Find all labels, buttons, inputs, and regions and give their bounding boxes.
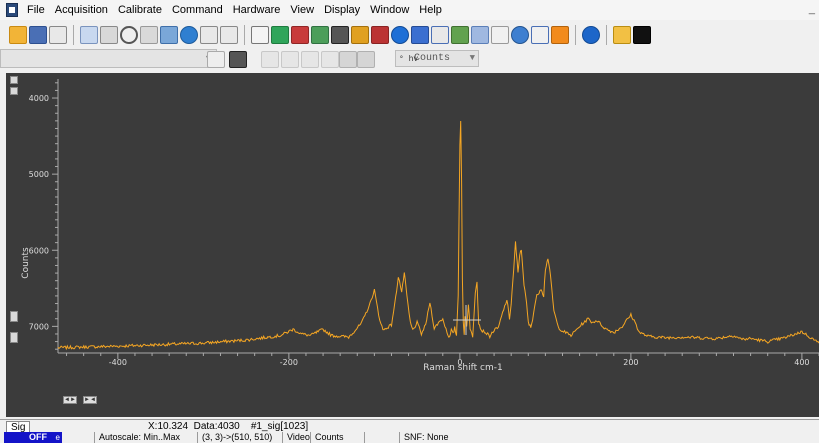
status-bar: OFF e Autoscale: Min..Max (3, 3)->(510, 5… [0, 432, 819, 443]
spectrum-trace [57, 120, 819, 351]
spectrum-chart[interactable]: -400 -200 0 200 400 7000 6000 5000 4000 Counts R… [6, 73, 819, 417]
acquisition-status-badge[interactable]: OFF e [4, 432, 62, 443]
layout-icon[interactable] [471, 26, 489, 44]
find-next-icon[interactable] [357, 51, 375, 68]
menu-window[interactable]: Window [370, 4, 410, 16]
merge-icon[interactable] [311, 26, 329, 44]
grid-icon[interactable] [220, 26, 238, 44]
cursor-readout: X:10.324 Data:4030 #1_sig[1023] [148, 421, 309, 432]
y-tick-label: 4000 [29, 94, 49, 103]
menu-calibrate[interactable]: Calibrate [117, 4, 162, 16]
focus-icon[interactable] [140, 26, 158, 44]
info-icon[interactable] [391, 26, 409, 44]
x-tick-label: 200 [623, 358, 638, 367]
open-folder-icon[interactable] [9, 26, 27, 44]
scroll-down-icon[interactable] [10, 332, 18, 343]
units-status: Counts [310, 432, 344, 443]
empty-status-cell [364, 432, 403, 443]
y-tick-label: 6000 [29, 246, 49, 255]
x-tick-label: 400 [794, 358, 809, 367]
document-icon[interactable] [207, 51, 225, 68]
scroll-up-icon[interactable] [10, 311, 18, 322]
menu-command[interactable]: Command [171, 4, 223, 16]
macro-icon[interactable] [613, 26, 631, 44]
file-dropdown[interactable]: ▼ [0, 49, 217, 68]
video-status: Video [282, 432, 310, 443]
toolbar-divider [606, 25, 607, 45]
image-icon[interactable] [451, 26, 469, 44]
print-icon[interactable] [49, 26, 67, 44]
experiment-setup-icon[interactable] [160, 26, 178, 44]
menu-display[interactable]: Display [324, 4, 361, 16]
paste-icon[interactable] [301, 51, 319, 68]
autoscale-status: Autoscale: Min..Max [94, 432, 180, 443]
status-suffix: e [55, 433, 60, 442]
tile-icon[interactable] [271, 26, 289, 44]
scroll-right-button[interactable]: ►◄ [83, 396, 97, 404]
zoom-reset-icon[interactable] [10, 87, 18, 95]
x-tick-label: -200 [280, 358, 298, 367]
y-tick-label: 5000 [29, 170, 49, 179]
autoscale-icon[interactable] [10, 76, 18, 84]
lamp-icon[interactable] [491, 26, 509, 44]
find-icon[interactable] [339, 51, 357, 68]
x-axis-label: Raman shift cm-1 [423, 363, 502, 373]
graph-icon[interactable] [411, 26, 429, 44]
acquire-icon[interactable] [100, 26, 118, 44]
snf-status: SNF: None [399, 432, 449, 443]
toolbar-divider [244, 25, 245, 45]
cut-icon[interactable] [261, 51, 279, 68]
record-icon[interactable] [633, 26, 651, 44]
menu-help[interactable]: Help [419, 4, 442, 16]
secondary-toolbar: ▼ ° hv Counts ▼ [0, 49, 819, 69]
tab-row: Sig X:10.324 Data:4030 #1_sig[1023] [0, 419, 819, 433]
photo-icon[interactable] [531, 26, 549, 44]
flip-icon[interactable] [291, 26, 309, 44]
scroll-left-button[interactable]: ◄► [63, 396, 77, 404]
stop-icon[interactable] [120, 26, 138, 44]
table-icon[interactable] [200, 26, 218, 44]
cursor-crosshair [453, 305, 481, 335]
monitor-icon[interactable] [371, 26, 389, 44]
main-toolbar [0, 22, 819, 48]
spectrum-icon[interactable] [351, 26, 369, 44]
camera-icon[interactable] [331, 26, 349, 44]
window-minimize-button[interactable]: _ [808, 3, 815, 15]
acquisition-status-text: OFF [29, 432, 47, 442]
copy-icon[interactable] [281, 51, 299, 68]
bar-chart-icon[interactable] [551, 26, 569, 44]
help-icon[interactable] [582, 26, 600, 44]
undo-icon[interactable] [321, 51, 339, 68]
background-icon[interactable] [180, 26, 198, 44]
run-icon[interactable] [80, 26, 98, 44]
graph-window-icon[interactable] [431, 26, 449, 44]
region-status: (3, 3)->(510, 510) [197, 432, 272, 443]
y-tick-label: 7000 [29, 322, 49, 331]
menu-file[interactable]: File [27, 4, 45, 16]
roi-icon[interactable] [251, 26, 269, 44]
units-select-value: Counts [414, 53, 451, 64]
menu-acquisition[interactable]: Acquisition [54, 4, 108, 16]
units-select[interactable]: ° hv Counts ▼ [395, 50, 479, 67]
spectrum-plot-window: -400 -200 0 200 400 7000 6000 5000 4000 Counts R… [6, 73, 819, 417]
units-icon: ° hv [399, 55, 419, 64]
menu-bar: File Acquisition Calibrate Command Hardw… [0, 0, 819, 20]
display-icon[interactable] [229, 51, 247, 68]
menu-hardware[interactable]: Hardware [232, 4, 281, 16]
menu-view[interactable]: View [290, 4, 315, 16]
chevron-down-icon: ▼ [469, 53, 475, 63]
toolbar-divider [73, 25, 74, 45]
x-tick-label: 0 [457, 358, 462, 367]
timer-icon[interactable] [511, 26, 529, 44]
toolbar-divider [575, 25, 576, 45]
y-axis-label: Counts [21, 247, 31, 279]
x-tick-label: -400 [109, 358, 127, 367]
app-icon [6, 3, 18, 17]
tab-sig[interactable]: Sig [6, 421, 31, 433]
save-icon[interactable] [29, 26, 47, 44]
